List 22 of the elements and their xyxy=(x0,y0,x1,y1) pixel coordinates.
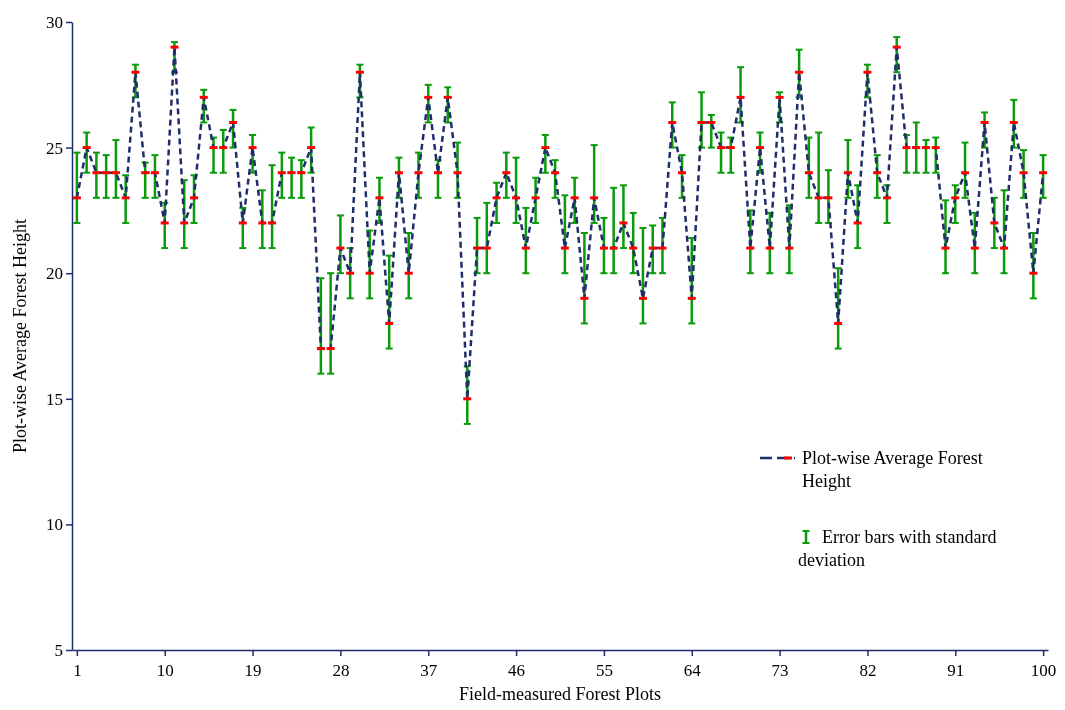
y-tick-label: 30 xyxy=(46,12,63,32)
y-tick-label: 5 xyxy=(54,640,63,660)
x-tick-label: 91 xyxy=(947,661,965,680)
x-tick-label: 82 xyxy=(859,661,877,680)
x-tick-label: 64 xyxy=(683,661,702,680)
x-tick-label: 28 xyxy=(332,661,350,680)
x-tick-label: 37 xyxy=(420,661,438,680)
y-tick-label: 15 xyxy=(46,389,63,409)
x-tick-label: 55 xyxy=(595,661,613,680)
y-tick-label: 10 xyxy=(46,515,63,535)
x-tick-label: 10 xyxy=(156,661,174,680)
legend-label: Plot-wise Average Forest Height xyxy=(802,448,983,491)
y-tick-label: 25 xyxy=(46,138,63,158)
x-axis-title: Field-measured Forest Plots xyxy=(459,684,661,704)
x-tick-label: 73 xyxy=(771,661,789,680)
x-tick-label: 1 xyxy=(73,661,82,680)
x-tick-label: 100 xyxy=(1030,661,1057,680)
annotation: Error bars with standard deviation xyxy=(798,527,997,571)
x-tick-label: 19 xyxy=(244,661,262,680)
y-axis-title: Plot-wise Average Forest Height xyxy=(10,218,30,454)
y-tick-label: 20 xyxy=(46,264,63,284)
x-tick-label: 46 xyxy=(508,661,526,680)
